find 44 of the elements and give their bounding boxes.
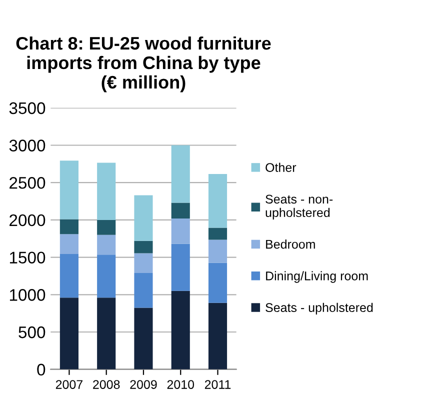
legend-label: Seats - upholstered: [266, 302, 373, 314]
bar: [60, 254, 78, 298]
bar: [134, 240, 153, 254]
x-tick-label: 2008: [93, 380, 120, 389]
bar: [134, 308, 153, 370]
bar: [208, 228, 228, 240]
y-tick-label: 3500: [9, 102, 46, 114]
x-tick-label: 2010: [167, 380, 194, 389]
bar: [97, 254, 116, 298]
legend-label: Bedroom: [266, 240, 315, 249]
x-tick-label: 2009: [130, 380, 157, 389]
x-tick-label: 2011: [204, 380, 231, 389]
bar: [60, 234, 78, 254]
legend-label: Dining/Living room: [266, 271, 368, 283]
bar: [60, 298, 78, 370]
bar: [134, 253, 153, 273]
bar: [97, 162, 116, 220]
bar: [171, 145, 190, 203]
y-tick-label: 1000: [10, 289, 46, 301]
legend-label: Seats - non- upholstered: [266, 194, 333, 220]
bar: [60, 160, 78, 220]
bar: [208, 174, 228, 228]
bar: [97, 220, 116, 235]
bar: [171, 244, 190, 291]
bar: [208, 262, 228, 303]
bar: [171, 202, 190, 218]
legend-label: Other: [266, 162, 296, 172]
bar: [97, 298, 116, 370]
y-tick-label: 3000: [9, 140, 46, 152]
y-tick-label: 2000: [10, 214, 46, 226]
bar: [208, 302, 228, 370]
bar: [97, 234, 116, 255]
bar: [134, 195, 153, 241]
y-tick-label: 0: [37, 364, 46, 376]
x-tick-label: 2007: [56, 380, 82, 389]
y-tick-label: 500: [18, 326, 46, 338]
y-tick-label: 1500: [10, 252, 46, 264]
bar: [208, 240, 228, 263]
y-tick-label: 2500: [10, 177, 46, 189]
bar: [60, 219, 78, 234]
chart-title: Chart 8: EU-25 wood furniture imports from China by type (€ million): [16, 36, 271, 92]
bar: [171, 290, 190, 370]
bar: [134, 272, 153, 308]
bar: [171, 218, 190, 244]
